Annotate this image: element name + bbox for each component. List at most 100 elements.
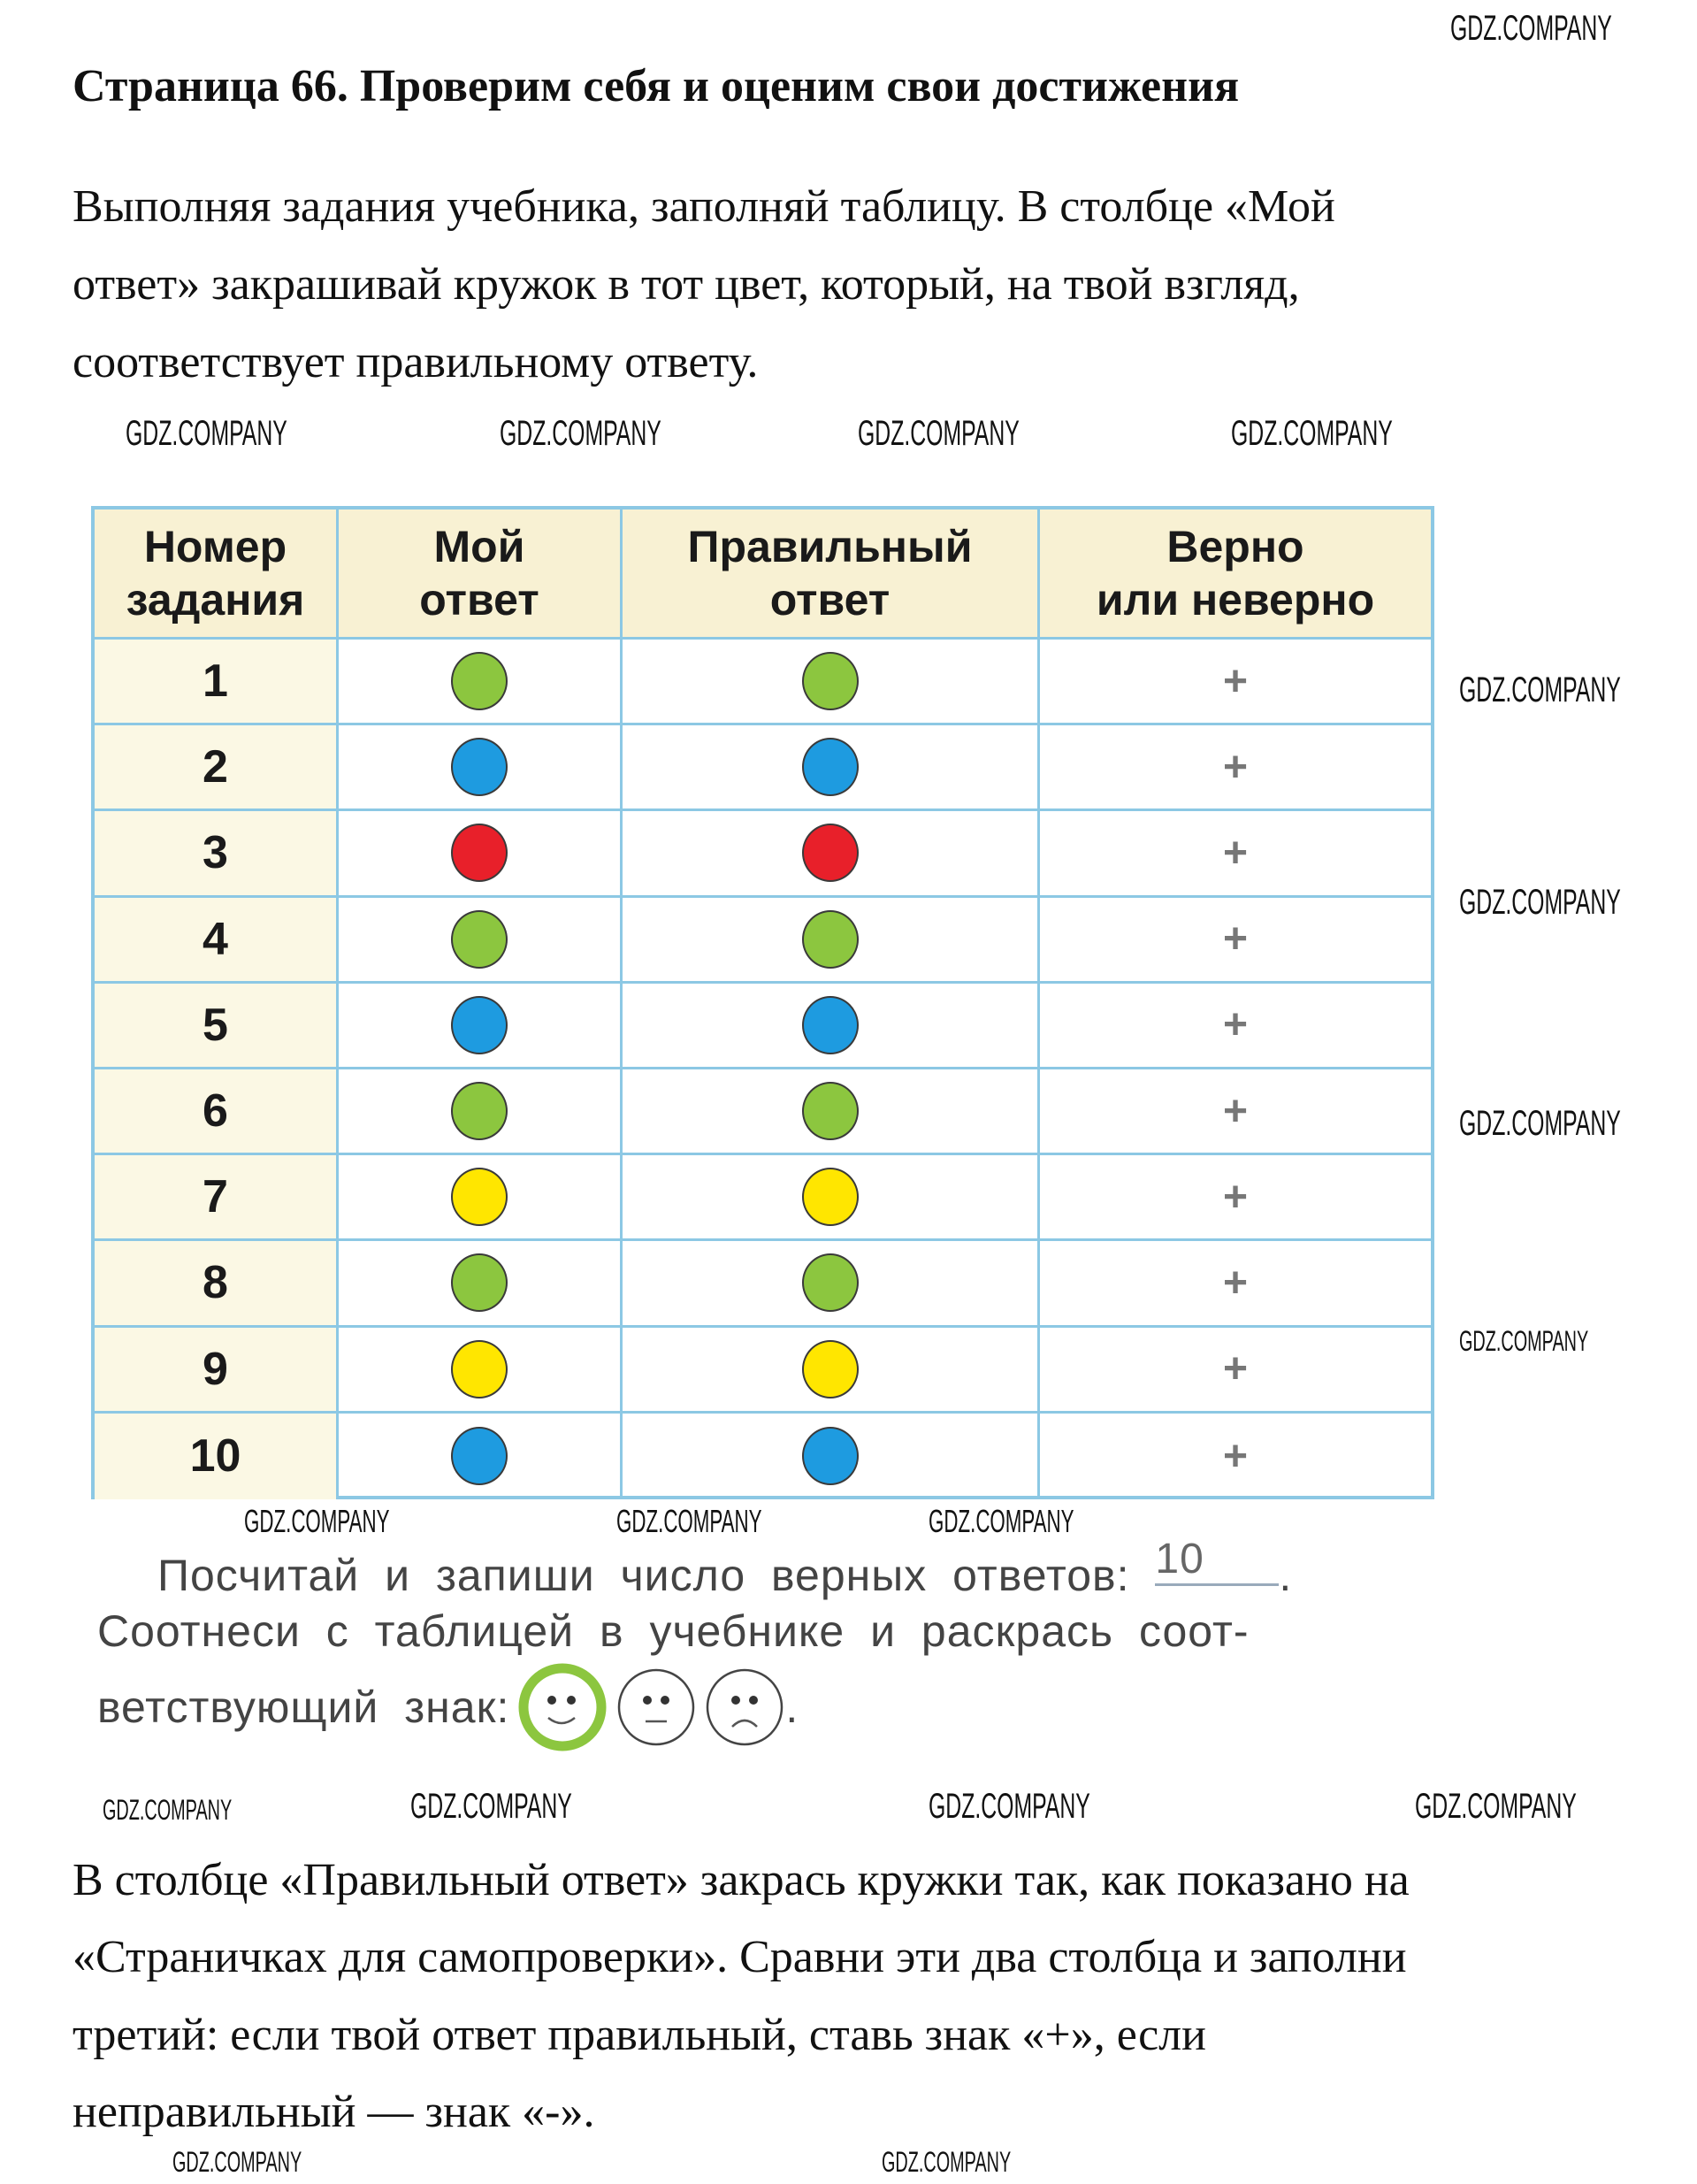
header-my-answer: Мой ответ bbox=[339, 510, 623, 637]
result-mark: + bbox=[1222, 1087, 1249, 1135]
my-answer-cell bbox=[339, 1069, 623, 1153]
table-row: 1 + bbox=[95, 640, 1431, 726]
result-mark: + bbox=[1222, 1173, 1249, 1221]
my-answer-cell bbox=[339, 1155, 623, 1239]
my-answer-circle[interactable] bbox=[451, 1253, 508, 1313]
watermark: GDZ.COMPANY bbox=[126, 414, 287, 453]
my-answer-cell bbox=[339, 1413, 623, 1499]
watermark: GDZ.COMPANY bbox=[172, 2146, 302, 2178]
watermark: GDZ.COMPANY bbox=[244, 1503, 390, 1539]
my-answer-circle[interactable] bbox=[451, 738, 508, 797]
result-mark: + bbox=[1222, 916, 1249, 963]
my-answer-circle[interactable] bbox=[451, 1427, 508, 1486]
table-row: 2 + bbox=[95, 725, 1431, 812]
result-cell: + bbox=[1040, 1069, 1431, 1153]
result-cell: + bbox=[1040, 725, 1431, 808]
result-mark: + bbox=[1222, 829, 1249, 877]
outro-line-1: В столбце «Правильный ответ» закрась кру… bbox=[73, 1855, 1410, 1905]
correct-answer-circle[interactable] bbox=[801, 1168, 859, 1227]
sad-face-icon[interactable] bbox=[704, 1667, 785, 1748]
correct-answer-cell bbox=[623, 897, 1040, 981]
correct-answer-cell bbox=[623, 640, 1040, 724]
result-cell: + bbox=[1040, 1155, 1431, 1238]
correct-answer-circle[interactable] bbox=[801, 1339, 859, 1399]
correct-answer-circle[interactable] bbox=[801, 1427, 859, 1486]
task-number-cell: 5 bbox=[95, 983, 339, 1067]
correct-answer-circle[interactable] bbox=[801, 824, 859, 883]
result-cell: + bbox=[1040, 1328, 1431, 1411]
my-answer-circle[interactable] bbox=[451, 1339, 508, 1399]
task-number-cell: 10 bbox=[95, 1413, 339, 1499]
table-row: 6 + bbox=[95, 1069, 1431, 1156]
watermark: GDZ.COMPANY bbox=[1459, 671, 1621, 709]
correct-answer-circle[interactable] bbox=[801, 909, 859, 969]
watermark: GDZ.COMPANY bbox=[1450, 9, 1612, 48]
my-answer-circle[interactable] bbox=[451, 1168, 508, 1227]
task-number-cell: 1 bbox=[95, 640, 339, 724]
task-number: 5 bbox=[203, 999, 228, 1051]
task-number: 7 bbox=[203, 1171, 228, 1223]
my-answer-circle[interactable] bbox=[451, 824, 508, 883]
result-mark: + bbox=[1222, 1259, 1249, 1307]
correct-answer-circle[interactable] bbox=[801, 1082, 859, 1141]
page-title: Страница 66. Проверим себя и оценим свои… bbox=[73, 61, 1240, 111]
table-row: 9 + bbox=[95, 1327, 1431, 1414]
my-answer-circle[interactable] bbox=[451, 909, 508, 969]
header-right-or-wrong: Верно или неверно bbox=[1040, 510, 1431, 637]
task-number-cell: 8 bbox=[95, 1241, 339, 1325]
task-number: 1 bbox=[203, 655, 228, 708]
correct-answer-circle[interactable] bbox=[801, 652, 859, 711]
intro-line-3: соответствует правильному ответу. bbox=[73, 337, 759, 387]
neutral-face-icon[interactable] bbox=[615, 1667, 697, 1748]
task-number-cell: 4 bbox=[95, 897, 339, 981]
task-number: 10 bbox=[189, 1430, 241, 1483]
watermark: GDZ.COMPANY bbox=[929, 1503, 1074, 1539]
watermark: GDZ.COMPANY bbox=[1231, 414, 1393, 453]
task-number-cell: 9 bbox=[95, 1327, 339, 1411]
count-answer-field[interactable]: 10 bbox=[1155, 1535, 1280, 1586]
outro-line-2: «Страничках для самопроверки». Сравни эт… bbox=[73, 1932, 1407, 1982]
task-number-cell: 2 bbox=[95, 725, 339, 809]
result-mark: + bbox=[1222, 1345, 1249, 1393]
watermark: GDZ.COMPANY bbox=[410, 1787, 572, 1826]
header-task-number: Номер задания bbox=[95, 510, 339, 637]
my-answer-cell bbox=[339, 1241, 623, 1325]
correct-answer-cell bbox=[623, 725, 1040, 809]
task-number-cell: 6 bbox=[95, 1069, 339, 1153]
correct-answer-cell bbox=[623, 1413, 1040, 1499]
correct-answer-circle[interactable] bbox=[801, 738, 859, 797]
my-answer-cell bbox=[339, 983, 623, 1067]
my-answer-circle[interactable] bbox=[451, 652, 508, 711]
task-number-cell: 7 bbox=[95, 1155, 339, 1239]
count-task: Посчитай и запиши число верных ответов: … bbox=[157, 1536, 1293, 1600]
outro-line-3: третий: если твой ответ правильный, став… bbox=[73, 2010, 1206, 2060]
match-task-line-2: ветствующий знак: . bbox=[97, 1661, 799, 1753]
my-answer-cell bbox=[339, 897, 623, 981]
my-answer-cell bbox=[339, 725, 623, 809]
task-number: 6 bbox=[203, 1085, 228, 1138]
result-mark: + bbox=[1222, 657, 1249, 705]
table-row: 5 + bbox=[95, 983, 1431, 1069]
result-mark: + bbox=[1222, 1432, 1249, 1480]
correct-answer-circle[interactable] bbox=[801, 995, 859, 1054]
my-answer-circle[interactable] bbox=[451, 995, 508, 1054]
my-answer-cell bbox=[339, 640, 623, 724]
task-number: 3 bbox=[203, 827, 228, 879]
watermark: GDZ.COMPANY bbox=[1459, 1104, 1621, 1143]
smile-face-icon[interactable] bbox=[516, 1661, 608, 1753]
result-cell: + bbox=[1040, 984, 1431, 1067]
correct-answer-circle[interactable] bbox=[801, 1253, 859, 1313]
table-row: 8 + bbox=[95, 1241, 1431, 1328]
task-number-cell: 3 bbox=[95, 811, 339, 895]
watermark: GDZ.COMPANY bbox=[1459, 883, 1621, 922]
my-answer-circle[interactable] bbox=[451, 1082, 508, 1141]
result-mark: + bbox=[1222, 743, 1249, 791]
correct-answer-cell bbox=[623, 1069, 1040, 1153]
watermark: GDZ.COMPANY bbox=[858, 414, 1020, 453]
my-answer-cell bbox=[339, 811, 623, 895]
table-row: 3 + bbox=[95, 811, 1431, 898]
task-number: 4 bbox=[203, 913, 228, 965]
outro-line-4: неправильный — знак «-». bbox=[73, 2087, 595, 2137]
match-task-line: Соотнеси с таблицей в учебнике и раскрас… bbox=[97, 1606, 1250, 1656]
result-cell: + bbox=[1040, 640, 1431, 723]
